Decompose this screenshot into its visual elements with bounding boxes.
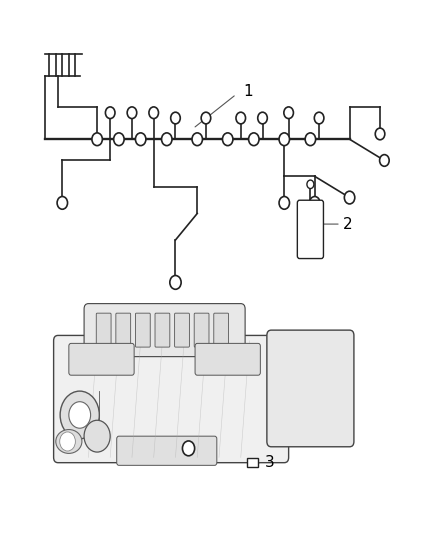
Circle shape (314, 112, 324, 124)
Text: 3: 3 (265, 455, 275, 470)
Circle shape (60, 391, 99, 439)
Circle shape (375, 128, 385, 140)
Circle shape (305, 133, 316, 146)
Bar (247, 458, 258, 467)
Circle shape (57, 197, 67, 209)
FancyBboxPatch shape (53, 335, 289, 463)
Circle shape (223, 133, 233, 146)
Circle shape (69, 402, 91, 428)
Circle shape (236, 112, 246, 124)
Text: 2: 2 (343, 216, 353, 231)
Circle shape (201, 112, 211, 124)
Circle shape (344, 191, 355, 204)
Circle shape (258, 112, 267, 124)
Circle shape (183, 441, 194, 456)
Circle shape (279, 197, 290, 209)
Circle shape (127, 107, 137, 118)
Ellipse shape (56, 430, 82, 454)
FancyBboxPatch shape (116, 313, 131, 347)
Circle shape (106, 107, 115, 118)
FancyBboxPatch shape (135, 313, 150, 347)
Circle shape (60, 432, 75, 451)
Circle shape (162, 133, 172, 146)
Circle shape (171, 112, 180, 124)
Circle shape (279, 133, 290, 146)
Circle shape (135, 133, 146, 146)
FancyBboxPatch shape (195, 343, 260, 375)
Circle shape (170, 276, 181, 289)
FancyBboxPatch shape (69, 343, 134, 375)
Circle shape (84, 420, 110, 452)
Text: 1: 1 (243, 84, 253, 99)
FancyBboxPatch shape (84, 304, 245, 357)
FancyBboxPatch shape (267, 330, 354, 447)
Circle shape (92, 133, 102, 146)
FancyBboxPatch shape (175, 313, 189, 347)
FancyBboxPatch shape (117, 436, 217, 465)
Circle shape (310, 197, 320, 209)
Circle shape (149, 107, 159, 118)
Circle shape (307, 180, 314, 189)
FancyBboxPatch shape (297, 200, 323, 259)
Circle shape (284, 107, 293, 118)
FancyBboxPatch shape (155, 313, 170, 347)
Circle shape (114, 133, 124, 146)
FancyBboxPatch shape (194, 313, 209, 347)
Circle shape (380, 155, 389, 166)
Circle shape (249, 133, 259, 146)
FancyBboxPatch shape (214, 313, 229, 347)
FancyBboxPatch shape (96, 313, 111, 347)
Circle shape (192, 133, 202, 146)
